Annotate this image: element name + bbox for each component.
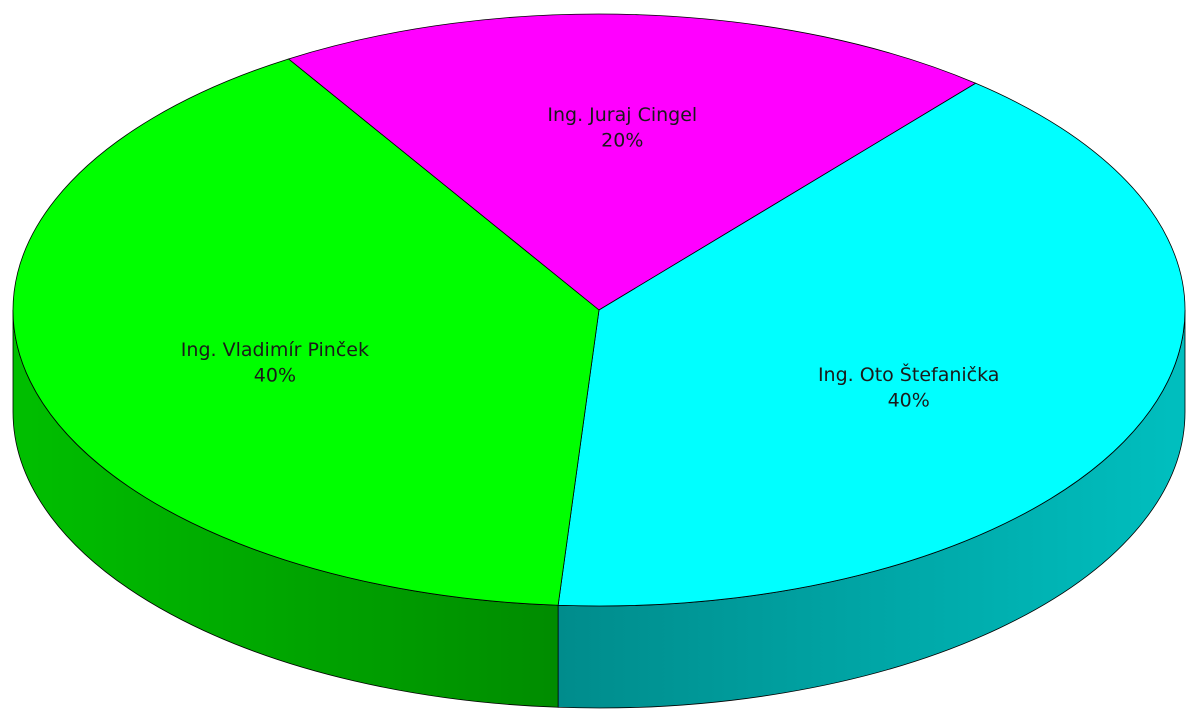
data-label-ing-vladimir-pincek: Ing. Vladimír Pinček 40% (181, 339, 369, 387)
data-label-ing-juraj-cingel: Ing. Juraj Cingel 20% (547, 104, 697, 152)
data-label-value: 40% (888, 390, 930, 412)
data-label-name: Ing. Oto Štefanička (818, 362, 999, 386)
data-label-value: 20% (601, 130, 643, 152)
slice-ing-oto-stefanicka (557, 82, 1186, 607)
data-label-name: Ing. Vladimír Pinček (181, 339, 369, 361)
pie-top-faces (12, 13, 1186, 607)
data-label-value: 40% (254, 364, 296, 386)
pie-data-labels: Ing. Juraj Cingel 20% Ing. Oto Štefanička 4… (181, 104, 1000, 412)
data-label-ing-oto-stefanicka: Ing. Oto Štefanička 40% (818, 362, 999, 412)
data-label-name: Ing. Juraj Cingel (547, 104, 697, 126)
slice-ing-juraj-cingel (287, 13, 977, 311)
slice-ing-vladimir-pincek (12, 58, 600, 606)
